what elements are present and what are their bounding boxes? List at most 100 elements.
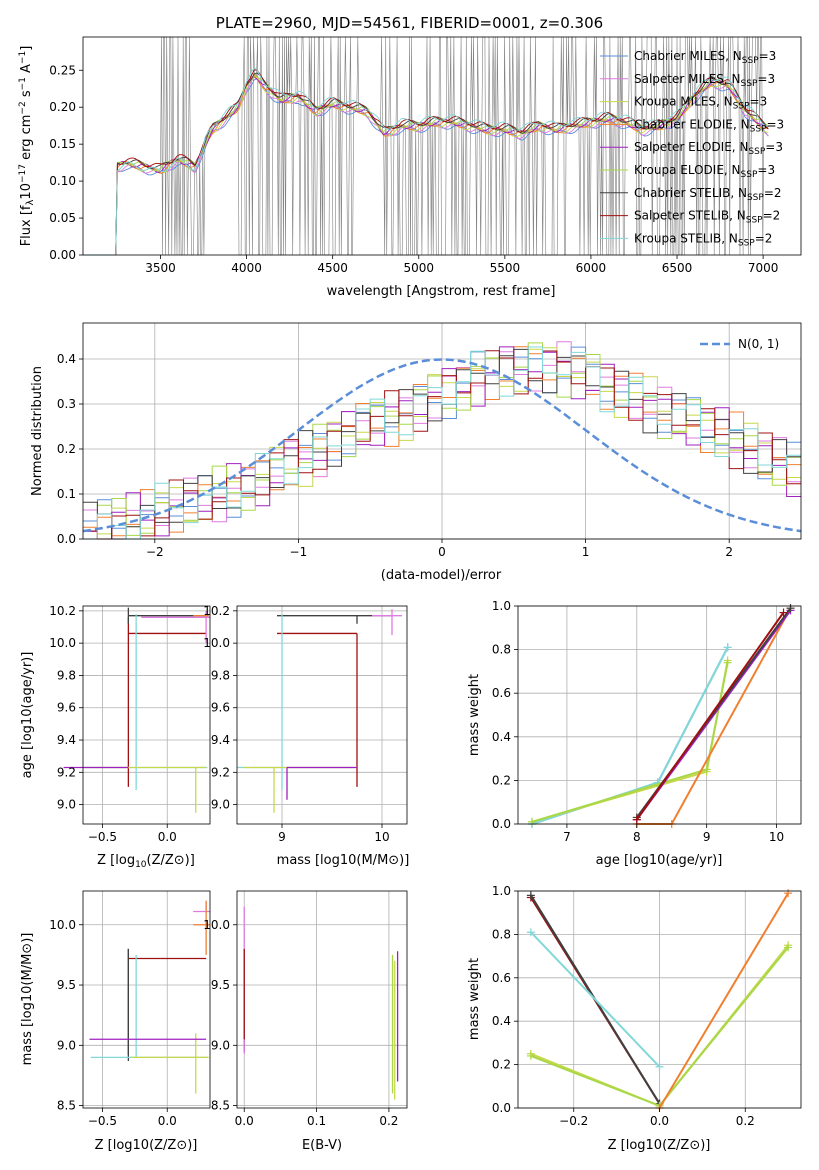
model-line-salpeter-stelib	[83, 69, 769, 256]
legend-label: Chabrier MILES, NSSP=3	[634, 49, 776, 66]
y-tick-label: 0.4	[492, 1014, 511, 1028]
y-tick-label: 1.0	[492, 884, 511, 898]
panel-7: 0.0 0.1 0.2 8.5 9.0 9.5 10.0 E(B-V)	[203, 890, 408, 1153]
histogram-chabrier-stelib	[83, 348, 801, 540]
x-tick-label: −1	[290, 545, 308, 559]
y-tick-label: 0.6	[492, 686, 511, 700]
legend-label-suffix: =2	[755, 231, 773, 245]
panel-8: −0.2 0.0 0.2 0.0 0.2 0.4 0.6 0.8 1.0 Z [log10(Z/Z…	[467, 884, 802, 1153]
y-tick-label: 8.5	[57, 1099, 76, 1113]
weight-marker	[779, 608, 788, 617]
legend-label-text: Salpeter MILES, N	[634, 72, 741, 86]
axes-frame	[236, 605, 408, 825]
legend-label-suffix: =2	[764, 186, 782, 200]
weight-marker	[527, 817, 536, 826]
plot-area	[527, 604, 795, 828]
axes-frame	[517, 605, 802, 825]
x-tick-label: 0.1	[307, 1114, 326, 1128]
x-tick-label: 6000	[576, 261, 607, 275]
y-axis-label: Normed distribution	[30, 366, 45, 496]
legend-label: Kroupa MILES, NSSP=3	[634, 95, 767, 112]
y-tick-label: 10.0	[49, 918, 76, 932]
y-tick-label: 0.3	[57, 397, 76, 411]
x-axis-label: age [log10(age/yr)]	[596, 853, 723, 868]
legend-label-suffix: =3	[765, 140, 783, 154]
x-tick-label: 7000	[748, 261, 779, 275]
y-tick-label: 0.15	[49, 137, 76, 151]
x-axis-label: E(B-V)	[302, 1138, 342, 1153]
y-tick-label: 0.2	[57, 442, 76, 456]
panel-2: −2 −1 0 1 2 0.0 0.1 0.2 0.3 0.4 N(0, 1) (data-model…	[30, 322, 802, 583]
legend-label-sub: SSP	[750, 124, 767, 134]
x-tick-label: 0.0	[158, 830, 177, 844]
legend-label: N(0, 1)	[738, 337, 779, 351]
legend-label: Salpeter MILES, NSSP=3	[634, 72, 775, 89]
y-axis-label: mass [log10(M/M⊙)]	[20, 933, 35, 1066]
x-tick-label: 3500	[145, 261, 176, 275]
y-tick-label: 0.0	[492, 817, 511, 831]
x-tick-label: 2	[725, 545, 733, 559]
y-tick-label: 10.0	[203, 918, 230, 932]
axes-frame	[82, 36, 802, 256]
y-tick-label: 9.0	[57, 798, 76, 812]
y-tick-label: 9.4	[211, 733, 230, 747]
y-tick-label: 9.5	[211, 978, 230, 992]
weight-line-kroupa-stelib	[530, 931, 661, 1068]
legend-label-text: Salpeter STELIB, N	[634, 209, 746, 223]
y-axis-label-part: erg cm	[19, 115, 34, 164]
y-axis-label-part: −1	[18, 51, 28, 64]
legend-label: Salpeter STELIB, NSSP=2	[634, 209, 780, 226]
y-tick-label: 10.0	[49, 636, 76, 650]
plot-area	[63, 607, 210, 813]
y-axis-label-part: −1	[18, 77, 28, 90]
y-axis-label-part: A	[19, 64, 34, 77]
y-tick-label: 0.6	[492, 971, 511, 985]
weight-marker	[526, 928, 535, 937]
legend-label-text: Kroupa MILES, N	[634, 95, 733, 109]
model-line-kroupa-stelib	[83, 67, 769, 256]
y-tick-label: 9.0	[211, 798, 230, 812]
y-tick-label: 9.8	[57, 668, 76, 682]
x-tick-label: 5000	[403, 261, 434, 275]
legend-label-sub: SSP	[741, 79, 758, 89]
legend-label-sub: SSP	[748, 147, 765, 157]
y-tick-label: 0.05	[49, 211, 76, 225]
y-tick-label: 9.0	[57, 1038, 76, 1052]
y-tick-label: 0.2	[492, 1058, 511, 1072]
x-tick-label: 0.0	[235, 1114, 254, 1128]
legend-label-text: Chabrier STELIB, N	[634, 186, 747, 200]
y-axis-label-part: −2	[18, 101, 28, 114]
x-tick-label: 0.0	[158, 1114, 177, 1128]
weight-line-kroupa-miles	[531, 660, 729, 823]
weight-line-salpeter-stelib	[635, 611, 785, 821]
legend-label-suffix: =3	[759, 49, 777, 63]
legend-label-sub: SSP	[747, 193, 764, 203]
weight-marker	[526, 1051, 535, 1060]
legend-label-suffix: =3	[757, 72, 775, 86]
x-tick-label: 1	[582, 545, 590, 559]
weight-marker	[786, 604, 795, 613]
legend-label-suffix: =2	[763, 209, 781, 223]
x-tick-label: 7	[563, 830, 571, 844]
y-tick-label: 9.2	[57, 765, 76, 779]
legend-label: Chabrier STELIB, NSSP=2	[634, 186, 782, 203]
y-axis-label-part: 10	[19, 183, 34, 200]
plot-area	[82, 341, 802, 540]
x-tick-label: −0.5	[88, 1114, 117, 1128]
legend-label-sub: SSP	[741, 170, 758, 180]
panel-4: 9 10 9.0 9.2 9.4 9.6 9.8 10.0 10.2 mass [log10(M/…	[203, 604, 409, 868]
y-tick-label: 0.1	[57, 487, 76, 501]
y-axis-label: mass weight	[467, 674, 482, 756]
histogram-kroupa-stelib	[83, 346, 801, 540]
axes-frame	[82, 322, 802, 540]
weight-marker	[655, 1062, 664, 1071]
legend-label-text: Kroupa STELIB, N	[634, 231, 738, 245]
gaussian-curve	[82, 358, 802, 533]
plot-area	[243, 906, 399, 1100]
axes-frame	[236, 890, 408, 1109]
y-tick-label: 0.10	[49, 174, 76, 188]
y-tick-label: 0.25	[49, 63, 76, 77]
legend-label-sub: SSP	[738, 238, 755, 248]
y-tick-label: 10.0	[203, 636, 230, 650]
